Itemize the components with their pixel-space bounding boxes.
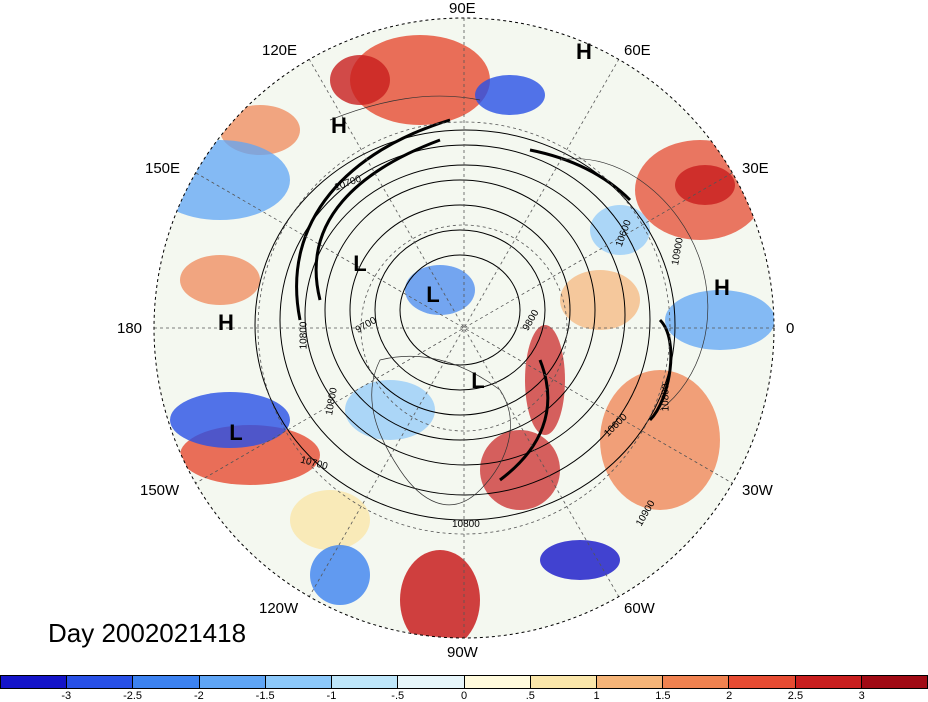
lon-label-120e: 120E — [262, 42, 298, 59]
colorbar-cell — [67, 676, 134, 688]
colorbar-tick-label: -.5 — [391, 690, 405, 702]
map-boundary — [153, 17, 775, 639]
low-center: L — [426, 282, 440, 307]
lon-label-150w: 150W — [140, 482, 180, 499]
low-center: L — [471, 368, 485, 393]
contour-label: 10800 — [660, 383, 672, 412]
graticule — [154, 18, 774, 638]
coastlines — [329, 95, 709, 506]
colorbar-cell — [199, 676, 266, 688]
colorbar-tick-label: 1 — [593, 690, 600, 702]
lon-label-120w: 120W — [259, 600, 299, 617]
jet-contours — [295, 118, 673, 482]
height-contours — [254, 129, 676, 521]
colorbar-cell — [265, 676, 333, 688]
colorbar-tick-label: 2.5 — [787, 690, 804, 702]
colorbar-cell — [133, 676, 200, 688]
colorbar-cell — [530, 676, 597, 688]
colorbar-cell — [861, 676, 928, 688]
lon-label-90e: 90E — [449, 0, 476, 17]
high-center: H — [331, 113, 347, 138]
lon-label-0: 0 — [786, 320, 795, 337]
colorbar-cell — [1, 676, 68, 688]
day-title: Day 2002021418 — [48, 618, 247, 648]
colorbar-cell — [663, 676, 730, 688]
colorbar-cell — [729, 676, 796, 688]
colorbar-cell — [464, 676, 531, 688]
colorbar-tick-label: 1.5 — [655, 690, 671, 702]
high-center: H — [218, 310, 234, 335]
colorbar-tick-label: -3 — [61, 690, 72, 702]
colorbar-cell — [795, 676, 862, 688]
colorbar-tick-label: -2.5 — [123, 690, 143, 702]
colorbar-tick-label: -2 — [193, 690, 204, 702]
colorbar-cell — [596, 676, 664, 688]
lon-label-90w: 90W — [447, 644, 478, 661]
colorbar-tick-label: 2 — [726, 690, 733, 702]
contour-label: 10800 — [298, 321, 310, 350]
colorbar-tick-label: .5 — [525, 690, 535, 702]
high-center: H — [714, 275, 730, 300]
colorbar-tick-label: -1.5 — [255, 690, 275, 702]
lon-label-60e: 60E — [624, 42, 651, 59]
lon-label-30e: 30E — [742, 160, 769, 177]
colorbar-cell — [398, 676, 465, 688]
lon-label-60w: 60W — [624, 600, 655, 617]
colorbar-tick-label: -1 — [326, 690, 337, 702]
low-center: L — [353, 251, 367, 276]
lon-label-180: 180 — [117, 320, 143, 337]
lon-label-150e: 150E — [145, 160, 181, 177]
high-center: H — [576, 39, 592, 64]
colorbar-cell — [332, 676, 399, 688]
contour-label: 10800 — [452, 519, 480, 530]
colorbar-tick-label: 3 — [858, 690, 865, 702]
low-center: L — [229, 420, 243, 445]
colorbar-tick-label: 0 — [460, 690, 468, 702]
colorbar — [0, 675, 928, 689]
lon-label-30w: 30W — [742, 482, 773, 499]
